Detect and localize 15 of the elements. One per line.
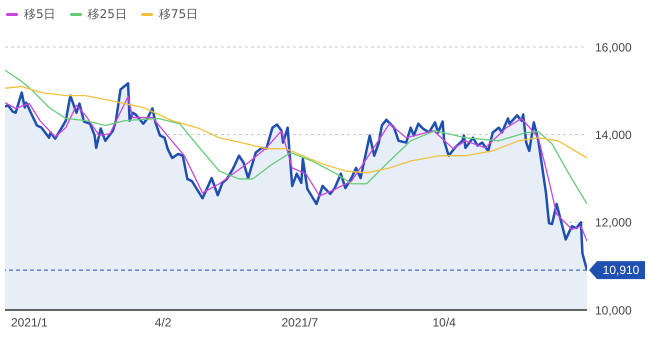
y-tick-label: 10,000 <box>595 303 632 318</box>
line-series <box>5 70 587 205</box>
x-tick-label: 2021/1 <box>10 316 48 330</box>
line-series <box>5 86 587 174</box>
ref-line-label: 10,910 <box>602 263 640 278</box>
legend-label: 移75日 <box>158 6 198 23</box>
y-tick-label: 14,000 <box>595 128 632 142</box>
x-tick-label: 2021/7 <box>281 316 318 330</box>
x-tick-label: 4/2 <box>154 316 172 330</box>
x-tick-label: 10/4 <box>432 316 456 330</box>
legend-label: 移5日 <box>24 6 56 23</box>
y-tick-label: 16,000 <box>595 40 632 54</box>
line-series <box>5 96 587 242</box>
y-tick-label: 12,000 <box>595 216 632 230</box>
legend-label: 移25日 <box>88 6 127 23</box>
